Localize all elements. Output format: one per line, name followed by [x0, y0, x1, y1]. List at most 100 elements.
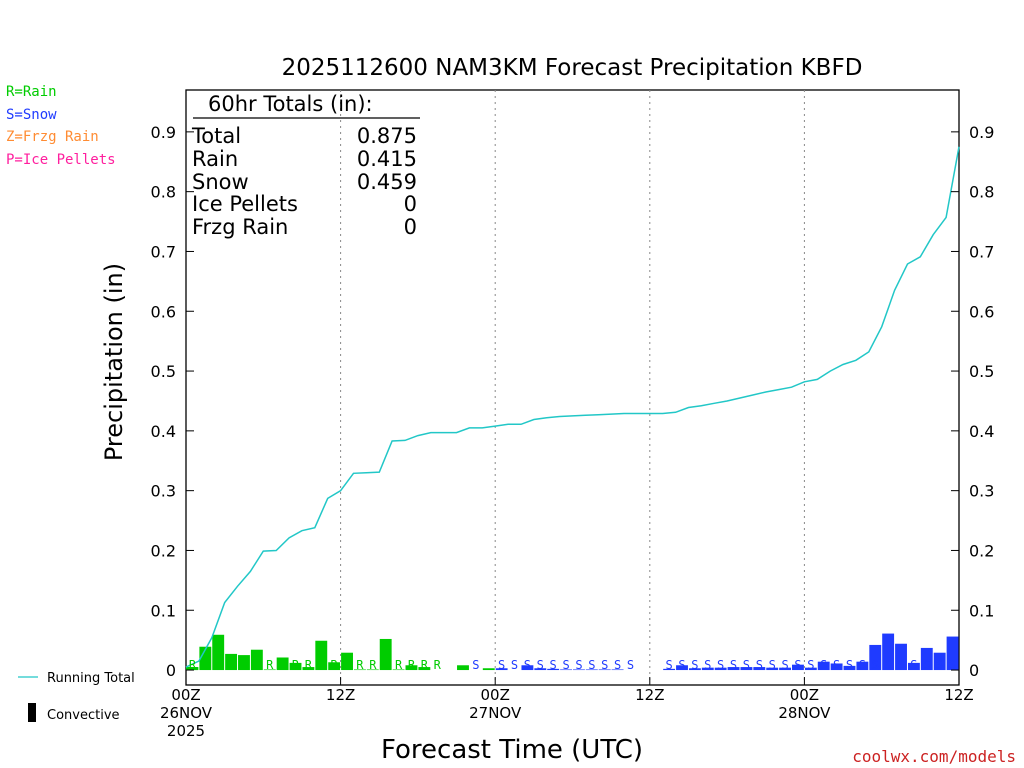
legend-frzg-rain: Z=Frzg Rain [6, 129, 99, 145]
running-total-series [185, 146, 960, 668]
ptype-code: S [769, 658, 776, 672]
ptype-code: R [253, 658, 261, 672]
x-axis-title: Forecast Time (UTC) [381, 735, 643, 765]
precip-bar [895, 643, 907, 671]
ptype-code: S [498, 658, 505, 672]
ptype-code: S [743, 658, 750, 672]
ptype-code: S [846, 658, 853, 672]
precip-bar [328, 662, 341, 671]
ptype-code: S [537, 658, 544, 672]
x-tick-label: 12Z [326, 686, 355, 704]
y-tick-label-left: 0.7 [151, 242, 176, 261]
y-tick-label-right: 0.1 [969, 601, 994, 620]
precip-bar [817, 661, 830, 671]
ptype-code: R [240, 658, 248, 672]
precip-bar [405, 665, 418, 671]
y-tick-label-right: 0.5 [969, 362, 994, 381]
ptype-code: S [550, 658, 557, 672]
precip-bar [250, 649, 263, 671]
y-tick-label-left: 0 [166, 661, 176, 680]
precip-bar [457, 665, 469, 671]
ptype-code: S [627, 658, 634, 672]
x-tick-label: 27NOV [469, 704, 522, 722]
ptype-code: S [923, 658, 930, 672]
ptype-code: S [936, 658, 943, 672]
ptype-code: S [794, 658, 801, 672]
x-tick-label: 12Z [635, 686, 664, 704]
ptype-code: S [730, 658, 737, 672]
precip-bar [560, 669, 572, 671]
precip-bar [740, 667, 753, 671]
x-tick-label: 28NOV [778, 704, 831, 722]
ptype-code: R [202, 658, 210, 672]
ptype-code: S [717, 658, 724, 672]
y-tick-label-left: 0.8 [151, 183, 176, 202]
precip-bar [521, 665, 534, 671]
ptype-code: R [331, 658, 339, 672]
totals-row-label: Ice Pellets [192, 192, 298, 216]
precip-bar [598, 669, 611, 671]
y-tick-label-left: 0.1 [151, 601, 176, 620]
ptype-code: R [382, 658, 390, 672]
x-tick-label: 00Z [790, 686, 819, 704]
ptype-code: S [885, 658, 892, 672]
precip-bar [263, 669, 276, 671]
y-tick-label-left: 0.2 [151, 541, 176, 560]
running-total-line [185, 146, 960, 668]
ptype-code: S [575, 658, 582, 672]
precip-bar [792, 664, 804, 671]
precip-bar [585, 669, 598, 671]
precip-bar [882, 633, 895, 671]
ptype-code: R [343, 658, 351, 672]
precip-bar [495, 668, 508, 671]
y-tick-label-left: 0.6 [151, 302, 176, 321]
legend-rain: R=Rain [6, 84, 57, 100]
ptype-code: S [781, 658, 788, 672]
ptype-code: S [872, 658, 879, 672]
precip-bar [933, 652, 946, 671]
ptype-code: R [305, 658, 313, 672]
ptype-code: S [511, 658, 518, 672]
totals-row-label: Frzg Rain [192, 215, 288, 239]
totals-row-value: 0 [404, 192, 417, 216]
precip-bar [392, 669, 405, 671]
precip-bar [676, 665, 688, 671]
plot-area [185, 89, 960, 686]
ptype-code: S [704, 658, 711, 672]
totals-row-value: 0.459 [357, 170, 417, 194]
ptype-code: S [472, 658, 479, 672]
ptype-code: R [279, 658, 287, 672]
precip-bar [225, 653, 238, 671]
y-tick-label-right: 0.8 [969, 183, 994, 202]
y-tick-label-right: 0.2 [969, 541, 994, 560]
ptype-code: R [189, 658, 197, 672]
chart-title: 2025112600 NAM3KM Forecast Precipitation… [282, 55, 863, 81]
precip-bar [534, 668, 547, 671]
totals-box: 60hr Totals (in): Total 0.875 Rain 0.415… [191, 92, 420, 239]
totals-row-label: Snow [192, 170, 249, 194]
precip-bar [766, 667, 779, 671]
ptype-code: R [408, 658, 416, 672]
precip-bar [804, 667, 817, 671]
ptype-code: S [614, 658, 621, 672]
precip-bar [276, 657, 289, 671]
ptype-code: R [395, 658, 403, 672]
y-tick-label-right: 0.9 [969, 123, 994, 142]
x-tick-label: 2025 [167, 722, 205, 740]
totals-row-value: 0.875 [357, 124, 417, 148]
precip-bar [547, 668, 560, 671]
precip-bar [238, 655, 250, 671]
convective-legend-swatch [28, 703, 36, 722]
ptype-code: S [897, 658, 904, 672]
legend-ice-pellets: P=Ice Pellets [6, 152, 116, 168]
precip-bar [779, 667, 792, 671]
precip-bar [199, 646, 212, 671]
ptype-code: S [820, 658, 827, 672]
precip-bar [714, 667, 727, 671]
x-tick-label: 26NOV [160, 704, 213, 722]
precip-bar [701, 667, 714, 671]
y-axis-title: Precipitation (in) [100, 263, 128, 461]
ptype-code: S [562, 658, 569, 672]
